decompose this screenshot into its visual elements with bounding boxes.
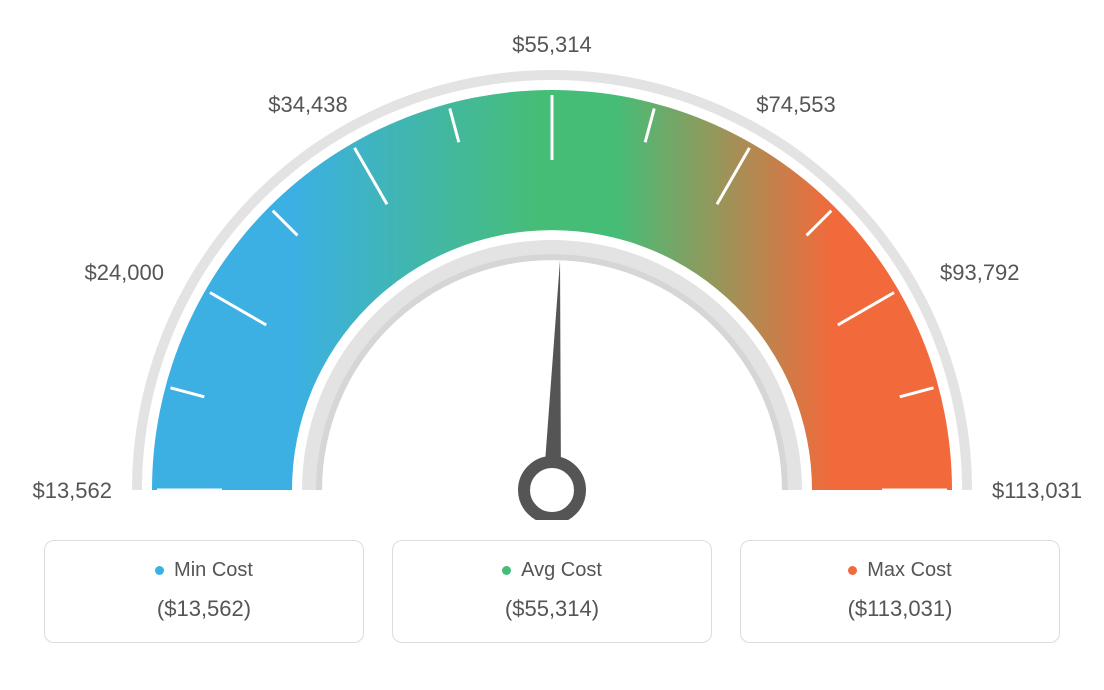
legend-label: Max Cost	[867, 559, 951, 582]
gauge-needle	[543, 260, 561, 490]
legend-row: Min Cost ($13,562) Avg Cost ($55,314) Max Co…	[20, 540, 1084, 643]
legend-dot-icon	[502, 566, 511, 575]
legend-title: Avg Cost	[502, 559, 602, 582]
gauge-tick-label: $74,553	[756, 92, 836, 117]
gauge-tick-label: $93,792	[940, 260, 1020, 285]
legend-label: Min Cost	[174, 559, 253, 582]
legend-value: ($113,031)	[751, 596, 1049, 622]
legend-dot-icon	[155, 566, 164, 575]
gauge-tick-label: $55,314	[512, 32, 592, 57]
gauge-needle-hub	[524, 462, 580, 518]
gauge-tick-label: $34,438	[268, 92, 348, 117]
gauge-tick-label: $13,562	[32, 478, 112, 503]
legend-card-avg: Avg Cost ($55,314)	[392, 540, 712, 643]
gauge-tick-label: $113,031	[992, 478, 1082, 503]
legend-value: ($55,314)	[403, 596, 701, 622]
legend-label: Avg Cost	[521, 559, 602, 582]
legend-card-min: Min Cost ($13,562)	[44, 540, 364, 643]
gauge-tick-label: $24,000	[84, 260, 164, 285]
legend-title: Min Cost	[155, 559, 253, 582]
legend-title: Max Cost	[848, 559, 951, 582]
legend-card-max: Max Cost ($113,031)	[740, 540, 1060, 643]
gauge-chart: $13,562 $24,000 $34,438 $55,314 $74,553 $93,7…	[20, 20, 1084, 520]
gauge-svg: $13,562 $24,000 $34,438 $55,314 $74,553 $93,7…	[20, 20, 1084, 520]
legend-dot-icon	[848, 566, 857, 575]
legend-value: ($13,562)	[55, 596, 353, 622]
